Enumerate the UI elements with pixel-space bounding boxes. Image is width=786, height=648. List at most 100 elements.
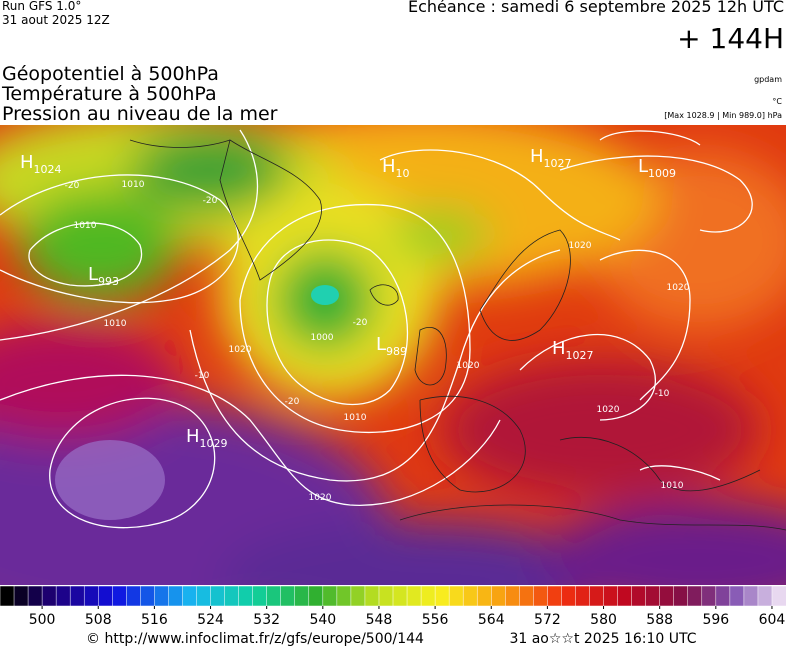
color-swatch [589, 585, 605, 607]
colorbar-tick-label: 556 [422, 612, 449, 628]
color-swatch [645, 585, 661, 607]
isobars [0, 129, 753, 529]
run-date: 31 aout 2025 12Z [2, 13, 110, 27]
color-swatch [631, 585, 647, 607]
colorbar-tick-label: 588 [646, 612, 673, 628]
colorbar-tick-label: 564 [478, 612, 505, 628]
color-swatch [336, 585, 352, 607]
unit: gpdam [754, 75, 782, 84]
valid-time: Echéance : samedi 6 septembre 2025 12h U… [408, 0, 784, 16]
colorbar-tick-label: 580 [590, 612, 617, 628]
colorbar-tick-label: 532 [253, 612, 280, 628]
center-kind: L [376, 334, 386, 355]
lead-time: + 144H [677, 22, 784, 55]
title-line: Pression au niveau de la mer [2, 103, 278, 125]
color-swatch [533, 585, 549, 607]
color-swatch [55, 585, 71, 607]
color-swatch [729, 585, 745, 607]
colorbar-tick-label: 500 [29, 612, 56, 628]
pressure-center: H1029 [186, 426, 228, 450]
center-kind: H [20, 152, 34, 173]
colorbar-tick-label: 572 [534, 612, 561, 628]
center-value: 1024 [34, 163, 62, 176]
color-swatch [434, 585, 450, 607]
center-value: 1027 [566, 349, 594, 362]
color-swatch [13, 585, 29, 607]
colorbar-tick-label: 604 [759, 612, 786, 628]
center-kind: H [382, 156, 396, 177]
color-swatch [41, 585, 57, 607]
color-swatch [322, 585, 338, 607]
contour-label: 1010 [74, 221, 97, 231]
center-kind: H [186, 426, 200, 447]
contour-label: 1010 [104, 319, 127, 329]
colorbar-tick-label: 596 [702, 612, 729, 628]
color-swatch [210, 585, 226, 607]
contour-label: -20 [285, 397, 300, 407]
contour-label: 1010 [344, 413, 367, 423]
color-swatch [575, 585, 591, 607]
color-swatch [673, 585, 689, 607]
color-swatch [140, 585, 156, 607]
color-swatch [266, 585, 282, 607]
color-swatch [687, 585, 703, 607]
run: Run GFS 1.0° [2, 0, 81, 13]
contour-label: 1020 [457, 361, 480, 371]
color-swatch [238, 585, 254, 607]
color-swatch [154, 585, 170, 607]
contour-label: 1000 [311, 333, 334, 343]
color-swatch [196, 585, 212, 607]
contour-label: -20 [353, 318, 368, 328]
center-kind: L [638, 156, 648, 177]
color-swatch [561, 585, 577, 607]
pressure-center: H1027 [552, 338, 594, 362]
color-swatch [350, 585, 366, 607]
color-swatch [83, 585, 100, 607]
center-value: 1009 [648, 167, 676, 180]
contour-label: -10 [655, 389, 670, 399]
contour-label: 1010 [122, 180, 145, 190]
color-swatch [420, 585, 436, 607]
color-swatch [392, 585, 408, 607]
color-swatch [448, 585, 464, 607]
center-value: 989 [386, 345, 407, 358]
color-swatch [364, 585, 380, 607]
colorbar-tick-label: 524 [197, 612, 224, 628]
colorbar-tick-label: 508 [85, 612, 112, 628]
contour-label: 1020 [309, 493, 332, 503]
center-kind: H [530, 146, 544, 167]
created-time: 31 ao☆☆t 2025 16:10 UTC [509, 631, 696, 647]
color-swatch [505, 585, 521, 607]
contour-label: -20 [65, 181, 80, 191]
pressure-range: [Max 1028.9 | Min 989.0] hPa [664, 111, 782, 120]
color-swatch [701, 585, 717, 607]
source: © http://www.infoclimat.fr/z/gfs/europe/… [86, 631, 424, 647]
color-swatch [294, 585, 310, 607]
color-swatch [603, 585, 619, 607]
pressure-center: H10 [382, 156, 410, 180]
colorbar-tick-label: 540 [309, 612, 336, 628]
colorbar-tick-label: 516 [141, 612, 168, 628]
color-swatch [308, 585, 324, 607]
color-swatch [757, 585, 773, 607]
color-swatch [771, 585, 786, 607]
color-swatch [126, 585, 142, 607]
pressure-center: L989 [376, 334, 407, 358]
unit: °C [772, 97, 782, 106]
color-swatch [168, 585, 184, 607]
color-swatch [0, 585, 15, 607]
color-swatch [224, 585, 240, 607]
contour-label: 1020 [569, 241, 592, 251]
color-swatch [617, 585, 633, 607]
title-line: Température à 500hPa [1, 83, 217, 105]
color-swatch [98, 585, 114, 607]
center-value: 10 [396, 167, 410, 180]
center-value: 1027 [544, 157, 572, 170]
center-kind: H [552, 338, 566, 359]
color-swatch [743, 585, 759, 607]
color-swatch [280, 585, 296, 607]
color-swatch [406, 585, 422, 607]
color-swatch [715, 585, 731, 607]
contour-label: -10 [195, 371, 210, 381]
